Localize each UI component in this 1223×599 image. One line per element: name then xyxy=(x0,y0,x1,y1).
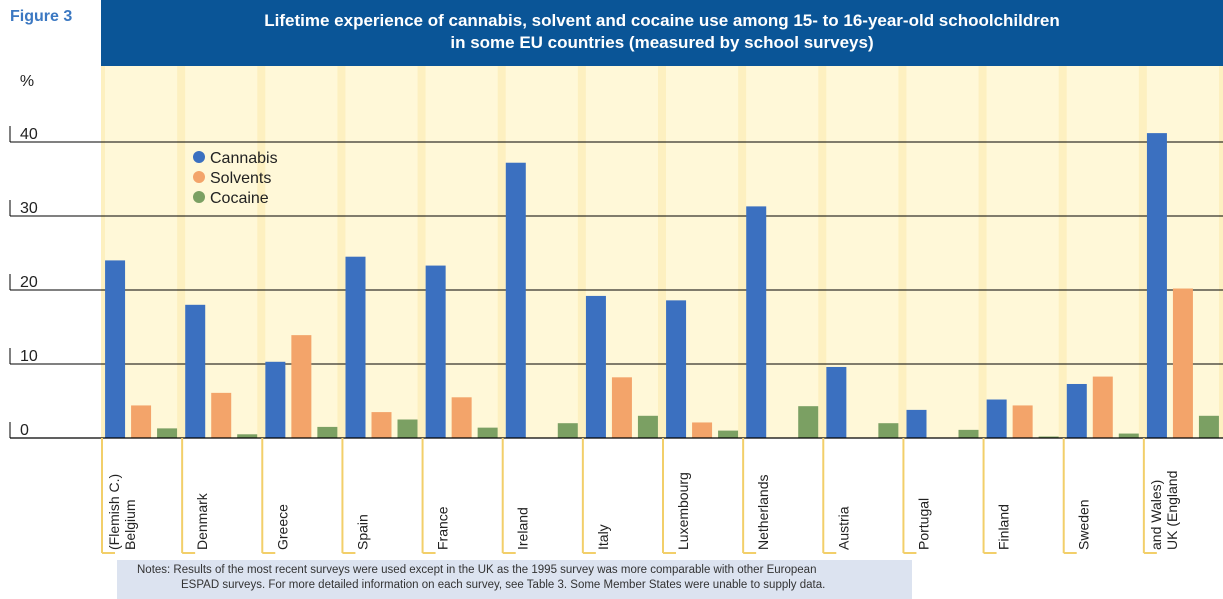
axes: % 0 10 20 30 40 xyxy=(9,73,1223,439)
bar-cocaine xyxy=(317,426,338,438)
bar-cocaine xyxy=(557,423,578,438)
y-tick-label: 20 xyxy=(20,274,38,291)
chart-title: Lifetime experience of cannabis, solvent… xyxy=(101,0,1223,66)
bar-cocaine xyxy=(718,430,739,438)
legend: Cannabis Solvents Cocaine xyxy=(193,150,278,207)
y-tick-label: 40 xyxy=(20,126,38,143)
column-band xyxy=(1066,66,1139,438)
category-label: Spain xyxy=(354,514,370,550)
bar-cannabis xyxy=(1066,383,1087,438)
legend-marker-cannabis xyxy=(193,151,205,163)
chart-title-line2: in some EU countries (measured by school… xyxy=(450,33,874,52)
bar-cocaine xyxy=(637,415,658,438)
category-label: UK (Englandand Wales) xyxy=(1148,471,1180,550)
bar-cannabis xyxy=(906,409,927,438)
bar-solvents xyxy=(1172,288,1193,438)
bar-solvents xyxy=(451,397,472,438)
category-label: Portugal xyxy=(915,498,931,550)
y-tick-label: 10 xyxy=(20,348,38,365)
bar-solvents xyxy=(131,405,152,438)
y-axis-label: % xyxy=(20,73,34,90)
bar-cannabis xyxy=(425,265,446,438)
category-label: Belgium(Flemish C.) xyxy=(106,474,138,550)
category-label: Italy xyxy=(595,524,611,550)
bar-cocaine xyxy=(1038,436,1059,438)
bar-cannabis xyxy=(185,304,206,438)
column-band xyxy=(986,66,1059,438)
category-label: Austria xyxy=(835,506,851,550)
category-label: France xyxy=(435,506,451,550)
notes-line1: Notes: Results of the most recent survey… xyxy=(137,564,817,576)
bar-cannabis xyxy=(986,399,1007,438)
column-band xyxy=(906,66,979,438)
bar-cannabis xyxy=(666,300,687,438)
category-label: Finland xyxy=(996,504,1012,550)
category-label: Greece xyxy=(274,504,290,550)
legend-label-solvents: Solvents xyxy=(210,170,271,187)
category-label: Sweden xyxy=(1076,499,1092,550)
bar-cocaine xyxy=(237,434,258,438)
legend-marker-cocaine xyxy=(193,191,205,203)
legend-label-cannabis: Cannabis xyxy=(210,150,278,167)
category-label: Luxembourg xyxy=(675,472,691,550)
y-tick-label: 30 xyxy=(20,200,38,217)
bar-solvents xyxy=(211,392,232,438)
gridlines xyxy=(10,141,1223,365)
bar-solvents xyxy=(371,412,392,438)
bar-cocaine xyxy=(1118,433,1139,438)
legend-marker-solvents xyxy=(193,171,205,183)
bar-cocaine xyxy=(958,429,979,438)
bar-solvents xyxy=(1092,376,1113,438)
bar-cocaine xyxy=(157,428,178,438)
bar-cannabis xyxy=(505,162,526,438)
figure-label: Figure 3 xyxy=(10,8,73,25)
bar-cocaine xyxy=(878,423,899,438)
bar-solvents xyxy=(1012,405,1033,438)
bar-cannabis xyxy=(746,206,767,438)
bars xyxy=(105,133,1219,438)
legend-label-cocaine: Cocaine xyxy=(210,190,269,207)
y-tick-label: 0 xyxy=(20,422,29,439)
bar-cocaine xyxy=(477,427,498,438)
category-labels: Belgium(Flemish C.) Denmark Greece Spain Fra… xyxy=(101,438,1180,554)
bar-cannabis xyxy=(105,260,126,438)
bar-cocaine xyxy=(798,406,819,438)
bar-cannabis xyxy=(826,366,847,438)
bar-cannabis xyxy=(345,256,366,438)
bar-solvents xyxy=(611,377,632,438)
bar-cannabis xyxy=(585,295,606,438)
notes-line2: ESPAD surveys. For more detailed informa… xyxy=(181,579,826,591)
bar-solvents xyxy=(692,422,713,438)
notes-box: Notes: Results of the most recent survey… xyxy=(117,560,912,599)
chart-title-line1: Lifetime experience of cannabis, solvent… xyxy=(264,11,1060,30)
category-label: Ireland xyxy=(515,507,531,550)
bar-cocaine xyxy=(397,419,418,438)
category-label: Netherlands xyxy=(755,475,771,551)
category-label: Denmark xyxy=(194,492,210,550)
bar-chart: % 0 10 20 30 40 Belgium(Flemish C.) Denmark Gre… xyxy=(9,66,1223,554)
bar-cannabis xyxy=(265,361,286,438)
bar-cocaine xyxy=(1198,415,1219,438)
bar-solvents xyxy=(291,335,312,438)
bar-cannabis xyxy=(1146,133,1167,438)
